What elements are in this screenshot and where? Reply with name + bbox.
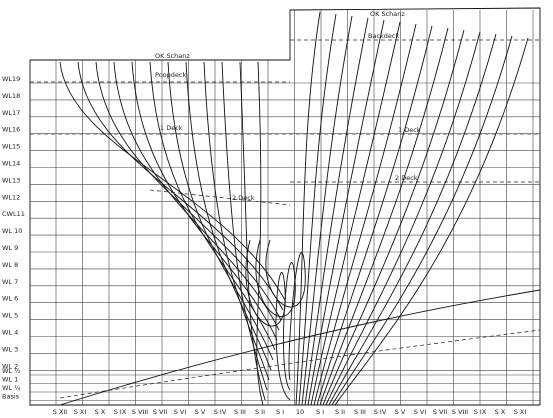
waterline-label: WL 7	[2, 278, 18, 286]
waterline-label: WL 5	[2, 312, 18, 320]
section-curve	[265, 239, 306, 381]
outline	[29, 7, 541, 406]
station-label: S VI	[174, 408, 187, 416]
station-label: S I	[276, 408, 284, 416]
section-curve	[298, 13, 337, 406]
section-curve	[325, 31, 481, 406]
section-curve	[316, 25, 433, 406]
deck-label: 1 Deck	[398, 126, 421, 134]
section-curve	[239, 61, 266, 401]
waterline-label: CWL11	[2, 210, 25, 218]
waterline-label: WL12	[2, 193, 20, 201]
waterline-label: WL ½	[2, 367, 20, 375]
section-curve	[221, 61, 268, 391]
waterline-label: WL 4	[2, 329, 18, 337]
station-label: S X	[95, 408, 106, 416]
section-curve	[185, 61, 272, 371]
waterline-label: WL 1	[2, 376, 18, 384]
section-curve	[331, 35, 513, 406]
section-curve	[255, 239, 296, 391]
station-label: S IX	[474, 408, 487, 416]
waterline-label: WL18	[2, 92, 20, 100]
waterline-label: WL 2	[2, 362, 18, 370]
deck-label: 1 Deck	[160, 124, 183, 132]
section-curve	[310, 21, 401, 406]
deck-label: OK Schanz	[370, 10, 405, 18]
station-label: S VI	[414, 408, 427, 416]
deck-line	[30, 39, 540, 206]
section-curve	[304, 17, 369, 406]
section-curve	[319, 27, 449, 406]
station-label: S I	[316, 408, 324, 416]
waterline-label: WL14	[2, 160, 20, 168]
sheer-curve	[59, 329, 541, 399]
station-label: S III	[354, 408, 366, 416]
waterline-label: WL17	[2, 109, 20, 117]
station-label: S V	[395, 408, 406, 416]
deck-label: Backdeck	[368, 32, 399, 40]
station-label: S XI	[74, 408, 87, 416]
section-curve	[334, 37, 529, 406]
waterline-label: WL19	[2, 75, 20, 83]
station-label: S IV	[374, 408, 387, 416]
station-label: S III	[234, 408, 246, 416]
section-curve	[256, 61, 264, 406]
deck-label: 2 Deck	[232, 194, 255, 202]
section-curve	[295, 11, 321, 406]
station-label: S XII	[53, 408, 68, 416]
section-curve	[245, 239, 291, 401]
sheer-curve	[59, 289, 541, 406]
station-label: S VII	[153, 408, 168, 416]
station-label: S X	[495, 408, 506, 416]
station-label: S IX	[114, 408, 127, 416]
station-label: S XI	[514, 408, 527, 416]
station-label: S VIII	[452, 408, 468, 416]
section-curve	[113, 61, 280, 331]
waterline-label: WL13	[2, 176, 20, 184]
station-label: S VIII	[132, 408, 148, 416]
deck-label: Poopdeck	[155, 71, 186, 79]
waterline-label: WL16	[2, 126, 20, 134]
waterline-label: Basis	[2, 393, 20, 401]
waterline-label: WL 9	[2, 244, 18, 252]
station-label: S V	[195, 408, 206, 416]
deck-label: 2 Deck	[395, 174, 418, 182]
station-label: S II	[335, 408, 345, 416]
section-curve	[131, 61, 278, 341]
station-label: 10	[296, 408, 304, 416]
deck-label: OK Schanz	[155, 52, 190, 60]
station-label: S VII	[433, 408, 448, 416]
waterline-label: WL 10	[2, 227, 22, 235]
waterline-label: WL 8	[2, 261, 18, 269]
section-curve	[203, 61, 270, 381]
section-curve	[167, 61, 274, 361]
station-label: S IV	[214, 408, 227, 416]
section-curve	[149, 61, 276, 351]
section-curve	[307, 19, 385, 406]
section-curve	[322, 29, 465, 406]
waterline-label: WL 3	[2, 345, 18, 353]
station-label: S II	[255, 408, 265, 416]
section-curve	[301, 15, 353, 406]
section-curve	[328, 33, 497, 406]
waterline-label: WL15	[2, 143, 20, 151]
waterline-label: WL ¼	[2, 384, 21, 392]
waterline-label: WL 6	[2, 295, 18, 303]
section-curve	[313, 23, 417, 406]
